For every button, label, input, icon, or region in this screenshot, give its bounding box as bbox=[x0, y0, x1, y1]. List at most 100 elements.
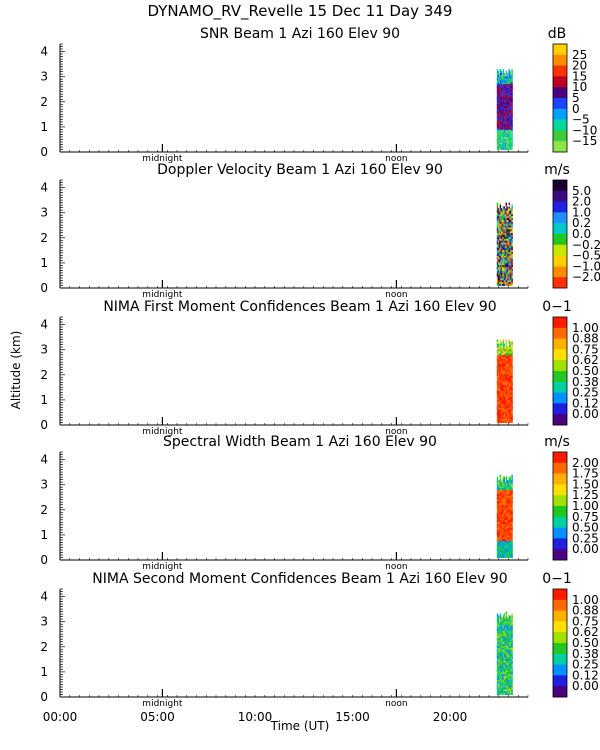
heatmap-cell bbox=[499, 681, 502, 684]
heatmap-cell bbox=[508, 398, 510, 401]
heatmap-cell bbox=[507, 497, 509, 500]
heatmap-cell bbox=[502, 206, 504, 209]
heatmap-cell bbox=[501, 87, 504, 90]
heatmap-cell bbox=[508, 381, 510, 384]
heatmap-cell bbox=[502, 531, 504, 534]
heatmap-cell bbox=[502, 550, 504, 553]
heatmap-cell bbox=[500, 519, 503, 523]
heatmap-cell bbox=[502, 493, 504, 496]
heatmap-cell bbox=[508, 259, 510, 262]
colorbar-swatch bbox=[553, 201, 567, 213]
heatmap-cell bbox=[501, 107, 504, 110]
heatmap-cell bbox=[510, 92, 512, 96]
heatmap-cell bbox=[506, 264, 508, 268]
heatmap-cell bbox=[509, 100, 511, 103]
heatmap-cell bbox=[511, 546, 513, 549]
heatmap-cell bbox=[503, 129, 505, 132]
heatmap-cell bbox=[503, 499, 505, 502]
heatmap-cell bbox=[496, 259, 499, 262]
heatmap-cell bbox=[499, 109, 502, 112]
heatmap-cell bbox=[499, 364, 502, 367]
heatmap-cell bbox=[509, 221, 511, 224]
heatmap-cell bbox=[496, 519, 499, 523]
heatmap-cell bbox=[507, 418, 509, 421]
heatmap-cell bbox=[503, 487, 505, 491]
heatmap-cell bbox=[497, 140, 500, 143]
heatmap-cell bbox=[502, 521, 504, 524]
heatmap-cell bbox=[504, 405, 506, 408]
heatmap-cell bbox=[503, 660, 505, 663]
heatmap-cell bbox=[508, 217, 510, 220]
heatmap-cell bbox=[510, 98, 512, 101]
heatmap-cell bbox=[506, 692, 508, 695]
heatmap-cell bbox=[511, 264, 513, 268]
heatmap-cell bbox=[499, 89, 502, 92]
heatmap-cell bbox=[499, 113, 502, 116]
heatmap-cell bbox=[501, 536, 504, 540]
heatmap-cell bbox=[498, 76, 501, 79]
heatmap-cell bbox=[500, 534, 503, 538]
heatmap-cell bbox=[511, 624, 513, 628]
heatmap-cell bbox=[508, 98, 510, 101]
heatmap-cell bbox=[501, 643, 504, 646]
heatmap-cell bbox=[508, 506, 510, 509]
heatmap-cell bbox=[496, 249, 499, 252]
heatmap-cell bbox=[500, 621, 503, 624]
heatmap-cell bbox=[505, 377, 507, 380]
heatmap-cell bbox=[502, 98, 504, 101]
heatmap-cell bbox=[510, 619, 512, 622]
heatmap-cell bbox=[511, 349, 513, 352]
heatmap-cell bbox=[508, 489, 510, 492]
heatmap-cell bbox=[506, 96, 508, 99]
heatmap-cell bbox=[498, 555, 501, 558]
heatmap-cell bbox=[496, 615, 499, 618]
heatmap-cell bbox=[502, 398, 504, 401]
x-marker-label: midnight bbox=[142, 290, 183, 300]
heatmap-cell bbox=[505, 345, 507, 348]
heatmap-cell bbox=[500, 381, 503, 384]
heatmap-cell bbox=[500, 125, 503, 128]
heatmap-cell bbox=[496, 213, 499, 217]
heatmap-cell bbox=[497, 125, 500, 128]
heatmap-cell bbox=[508, 681, 510, 684]
heatmap-cell bbox=[507, 98, 509, 101]
heatmap-cell bbox=[510, 416, 512, 420]
heatmap-cell bbox=[506, 208, 508, 211]
heatmap-cell bbox=[501, 266, 504, 269]
heatmap-cell bbox=[502, 645, 504, 648]
heatmap-cell bbox=[496, 624, 499, 628]
heatmap-cell bbox=[503, 221, 505, 224]
heatmap-cell bbox=[511, 381, 513, 384]
heatmap-cell bbox=[503, 206, 505, 209]
heatmap-cell bbox=[501, 491, 504, 494]
heatmap-cell bbox=[511, 550, 513, 553]
heatmap-cell bbox=[498, 145, 501, 148]
heatmap-cell bbox=[496, 96, 499, 99]
heatmap-cell bbox=[508, 487, 510, 491]
heatmap-cell bbox=[502, 270, 504, 273]
heatmap-cell bbox=[511, 392, 513, 395]
heatmap-cell bbox=[509, 98, 511, 101]
heatmap-cell bbox=[511, 354, 513, 357]
heatmap-cell bbox=[497, 523, 500, 526]
heatmap-cell bbox=[496, 409, 499, 412]
heatmap-cell bbox=[502, 276, 504, 279]
heatmap-cell bbox=[507, 628, 509, 631]
heatmap-cell bbox=[501, 401, 504, 405]
heatmap-cell bbox=[499, 116, 502, 119]
heatmap-cell bbox=[508, 245, 510, 249]
heatmap-cell bbox=[508, 377, 510, 380]
heatmap-cell bbox=[509, 70, 511, 74]
heatmap-cell bbox=[504, 382, 506, 386]
heatmap-cell bbox=[498, 501, 501, 504]
heatmap-cell bbox=[510, 238, 512, 241]
heatmap-cell bbox=[505, 210, 507, 213]
heatmap-cell bbox=[504, 531, 506, 534]
heatmap-cell bbox=[507, 107, 509, 110]
heatmap-cell bbox=[502, 111, 504, 114]
heatmap-cell bbox=[501, 688, 504, 692]
heatmap-cell bbox=[509, 138, 511, 141]
heatmap-cell bbox=[506, 512, 508, 515]
heatmap-cell bbox=[503, 91, 505, 94]
heatmap-cell bbox=[499, 540, 502, 543]
